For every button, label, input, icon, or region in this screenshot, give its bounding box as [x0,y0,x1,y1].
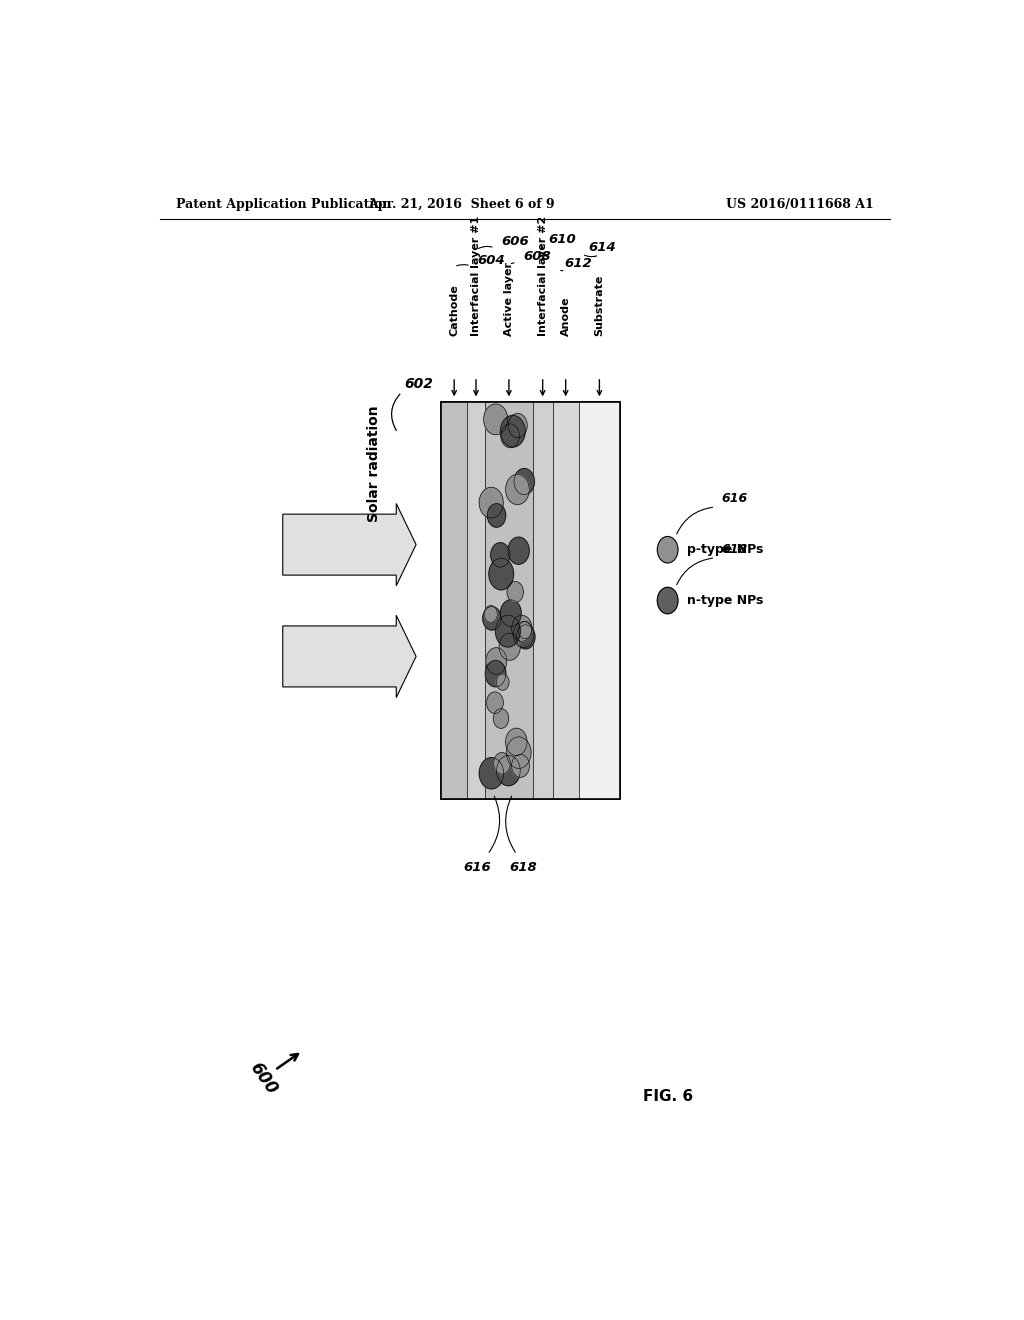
Text: n-type NPs: n-type NPs [687,594,764,607]
Text: 608: 608 [523,251,551,264]
Circle shape [501,599,521,627]
Bar [441,403,467,799]
Circle shape [494,709,509,729]
FancyArrow shape [283,615,416,697]
Bar [467,403,485,799]
Circle shape [488,558,514,590]
Bar [532,403,553,799]
Circle shape [518,622,531,639]
Text: 604: 604 [477,253,505,267]
Text: 616: 616 [722,492,748,506]
Circle shape [483,404,508,434]
Circle shape [508,537,529,564]
Circle shape [490,543,510,568]
Bar [441,403,621,799]
Circle shape [485,648,507,675]
Circle shape [479,758,504,789]
Text: Apr. 21, 2016  Sheet 6 of 9: Apr. 21, 2016 Sheet 6 of 9 [368,198,555,211]
Circle shape [501,424,519,447]
Text: Interfacial layer #1: Interfacial layer #1 [471,216,481,337]
Text: Solar radiation: Solar radiation [367,405,381,521]
Text: 618: 618 [722,544,748,556]
Circle shape [494,752,510,774]
Text: Substrate: Substrate [594,275,604,337]
Text: Cathode: Cathode [450,285,459,337]
Text: FIG. 6: FIG. 6 [643,1089,692,1104]
Bar [441,403,621,799]
Circle shape [513,622,534,648]
Circle shape [482,607,501,630]
Circle shape [501,416,525,447]
Circle shape [497,675,509,690]
Text: 600: 600 [246,1059,281,1098]
Text: p-type NPs: p-type NPs [687,544,764,556]
FancyArrow shape [283,503,416,586]
Text: Active layer: Active layer [504,263,514,337]
Bar [485,403,532,799]
Circle shape [512,615,531,642]
Circle shape [516,624,535,649]
Text: 602: 602 [404,378,433,391]
Circle shape [507,582,523,602]
Bar [579,403,620,799]
Text: Anode: Anode [561,297,570,337]
Circle shape [657,587,678,614]
Bar [553,403,579,799]
Text: 612: 612 [564,256,592,269]
Circle shape [485,660,506,686]
Circle shape [507,737,531,768]
Circle shape [657,536,678,562]
Circle shape [506,729,527,755]
Text: 606: 606 [501,235,528,248]
Circle shape [486,692,504,713]
Circle shape [496,615,520,647]
Circle shape [479,487,503,517]
Circle shape [506,474,529,504]
Text: 610: 610 [549,234,577,247]
Text: 614: 614 [588,242,616,255]
Text: Patent Application Publication: Patent Application Publication [176,198,391,211]
Text: US 2016/0111668 A1: US 2016/0111668 A1 [726,198,873,211]
Circle shape [484,606,498,623]
Text: 618: 618 [509,862,537,874]
Circle shape [508,413,527,438]
Text: Interfacial layer #2: Interfacial layer #2 [538,216,548,337]
Circle shape [497,755,520,785]
Circle shape [514,469,535,495]
Text: 616: 616 [463,862,492,874]
Circle shape [487,504,506,527]
Circle shape [512,755,529,777]
Circle shape [499,634,520,660]
